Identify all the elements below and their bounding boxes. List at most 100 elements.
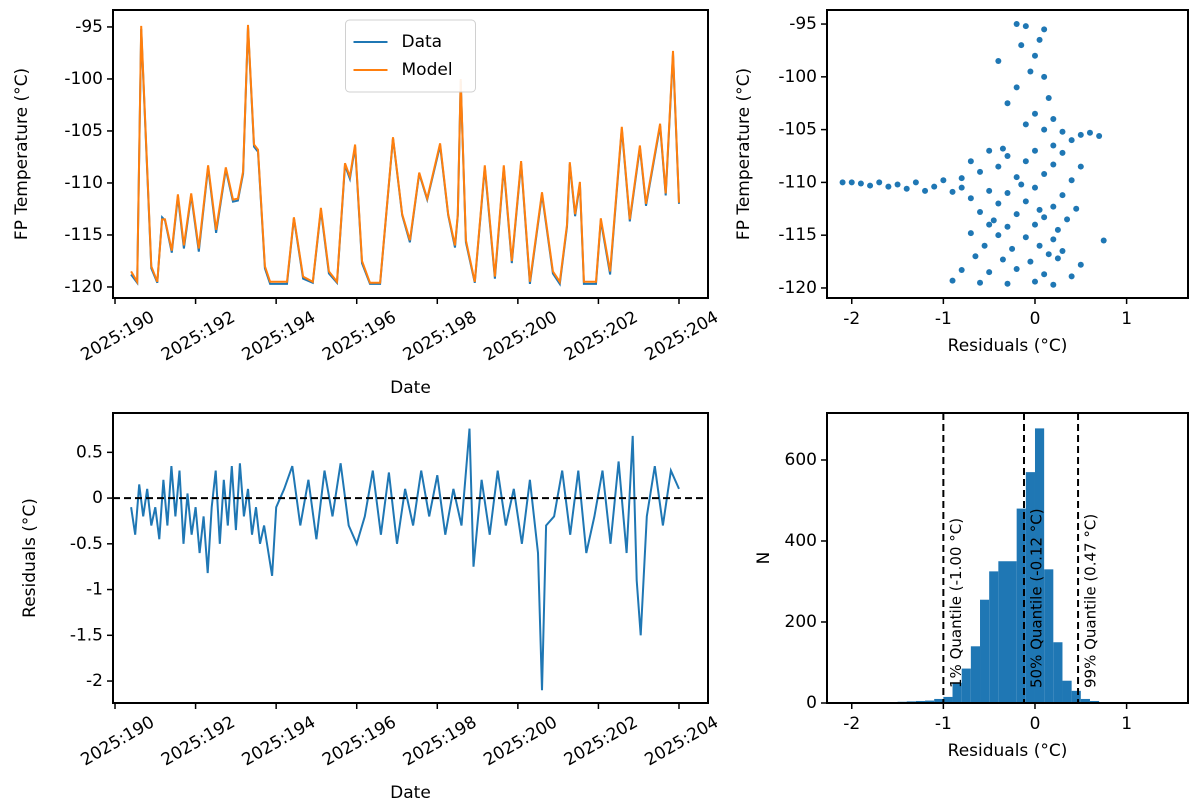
- scatter-point: [1041, 271, 1048, 278]
- scatter-point: [1022, 198, 1029, 205]
- y-tick-label: -120: [64, 277, 103, 297]
- histogram-bar: [998, 561, 1008, 703]
- histogram-bar: [1071, 690, 1081, 703]
- scatter-point: [967, 158, 974, 165]
- y-tick-label: 0.5: [76, 442, 103, 462]
- scatter-point: [1041, 73, 1048, 80]
- scatter-point: [1096, 132, 1103, 139]
- x-tick-label: 2025:190: [77, 712, 158, 770]
- scatter-point: [1077, 261, 1084, 268]
- scatter-point: [986, 147, 993, 154]
- scatter-point: [1050, 116, 1057, 123]
- scatter-point: [876, 179, 883, 186]
- scatter-point: [1004, 223, 1011, 230]
- scatter-point: [885, 183, 892, 190]
- scatter-point: [995, 57, 1002, 64]
- y-axis-label: FP Temperature (°C): [12, 68, 32, 240]
- scatter-point: [986, 187, 993, 194]
- scatter-point: [1013, 174, 1020, 181]
- scatter-point: [958, 175, 965, 182]
- scatter-point: [1041, 126, 1048, 133]
- scatter-point: [1054, 226, 1061, 233]
- y-tick-label: -1.5: [70, 625, 103, 645]
- scatter-point: [1013, 84, 1020, 91]
- scatter-point: [1045, 251, 1052, 258]
- x-tick-label: 2025:198: [400, 307, 481, 365]
- legend-box: [345, 19, 476, 93]
- legend-label: Model: [402, 60, 453, 80]
- scatter-point: [931, 183, 938, 190]
- axes-frame: [826, 412, 1189, 704]
- y-tick-label: -95: [75, 17, 103, 37]
- y-tick-label: -105: [64, 121, 103, 141]
- histogram-bar: [1007, 561, 1017, 703]
- x-tick-label: 2025:202: [561, 307, 642, 365]
- scatter-point: [1018, 181, 1025, 188]
- x-tick-label: 2025:190: [77, 307, 158, 365]
- y-tick-label: -100: [64, 69, 103, 89]
- y-tick-label: -115: [778, 225, 817, 245]
- x-tick-label: 2025:194: [239, 307, 320, 365]
- histogram-bar: [925, 700, 935, 703]
- scatter-point: [1041, 170, 1048, 177]
- scatter-point: [857, 180, 864, 187]
- scatter-point: [903, 185, 910, 192]
- x-tick-label: 2025:192: [158, 712, 239, 770]
- histogram-bar: [952, 682, 962, 703]
- scatter-point: [1064, 216, 1071, 223]
- quantile-label: 99% Quantile (0.47 °C): [1082, 514, 1100, 688]
- scatter-point: [977, 279, 984, 286]
- y-tick-label: 400: [785, 531, 817, 551]
- scatter-point: [1036, 36, 1043, 43]
- scatter-point: [1036, 242, 1043, 249]
- x-axis-label: Date: [390, 378, 431, 398]
- legend-label: Data: [402, 32, 443, 52]
- scatter-point: [1050, 236, 1057, 243]
- x-tick-label: 2025:194: [239, 712, 320, 770]
- x-tick-label: 2025:204: [641, 712, 722, 770]
- y-tick-label: -110: [778, 172, 817, 192]
- x-tick-label: 2025:196: [319, 712, 400, 770]
- y-tick-label: 200: [785, 612, 817, 632]
- scatter-point: [1013, 211, 1020, 218]
- scatter-point: [848, 179, 855, 186]
- x-tick-label: 1: [1121, 309, 1132, 329]
- y-tick-label: -120: [778, 278, 817, 298]
- y-axis-label: FP Temperature (°C): [734, 68, 754, 240]
- axes: -2 -1 0 1 -95 -100 -105 -110 -115 -120 Residuals (…: [734, 9, 1189, 356]
- scatter-point: [1086, 129, 1093, 136]
- histogram-bar: [1016, 508, 1026, 703]
- scatter-point: [1031, 184, 1038, 191]
- scatter-point: [967, 195, 974, 202]
- scatter-point: [995, 200, 1002, 207]
- scatter-point: [1041, 214, 1048, 221]
- histogram-bar: [1044, 569, 1054, 703]
- scatter-point: [1004, 280, 1011, 287]
- scatter-point: [977, 168, 984, 175]
- scatter-point: [949, 277, 956, 284]
- scatter-point: [1100, 237, 1107, 244]
- scatter-point: [1059, 128, 1066, 135]
- axes: 1% Quantile (-1.00 °C) 50% Quantile (-0.1…: [754, 412, 1189, 761]
- axes-frame: [826, 9, 1189, 299]
- x-axis-label: Residuals (°C): [948, 336, 1068, 356]
- scatter-point: [1031, 147, 1038, 154]
- axes-frame: [112, 412, 709, 704]
- scatter-point: [999, 145, 1006, 152]
- histogram-bar: [915, 700, 926, 703]
- scatter-point: [1050, 281, 1057, 288]
- y-tick-label: -0.5: [70, 534, 103, 554]
- x-axis-label: Residuals (°C): [948, 741, 1068, 761]
- scatter-point: [981, 242, 988, 249]
- scatter-point: [1031, 278, 1038, 285]
- y-tick-label: -1: [86, 580, 103, 600]
- x-tick-label: -2: [843, 714, 860, 734]
- scatter-point: [1077, 131, 1084, 138]
- y-tick-label: 0: [806, 693, 817, 713]
- y-tick-label: -100: [778, 67, 817, 87]
- scatter-point: [1027, 258, 1034, 265]
- histogram-bar: [970, 646, 981, 703]
- scatter-point: [990, 217, 997, 224]
- scatter-point: [1050, 161, 1057, 168]
